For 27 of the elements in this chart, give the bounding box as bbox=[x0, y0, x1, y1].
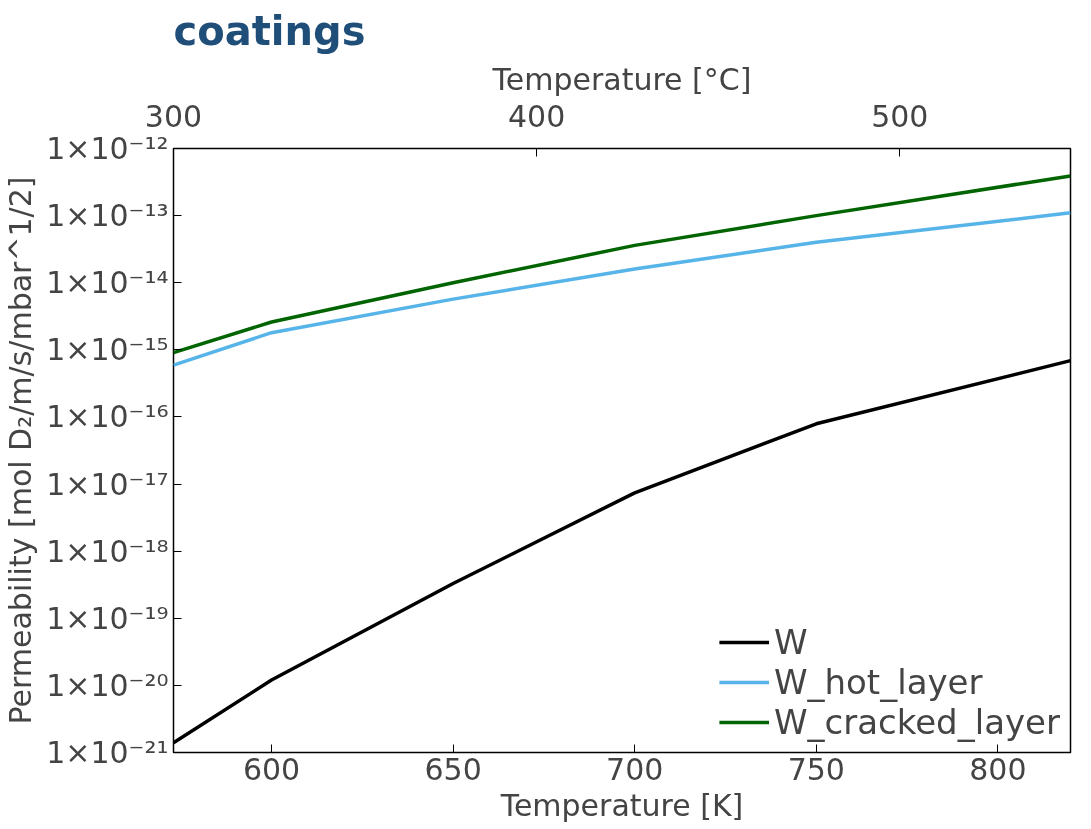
y-tick-label: 1×10⁻¹² bbox=[46, 131, 169, 166]
legend-label: W bbox=[773, 622, 808, 662]
legend-label: W_cracked_layer bbox=[773, 702, 1060, 742]
x-tick-label: 650 bbox=[424, 751, 482, 787]
y-tick-label: 1×10⁻¹³ bbox=[46, 198, 169, 234]
x-tick-label: 750 bbox=[787, 751, 845, 787]
chart-title: coatings bbox=[173, 7, 366, 54]
x-tick-label: 600 bbox=[242, 751, 301, 787]
y-tick-label: 1×10⁻¹⁵ bbox=[46, 332, 169, 368]
x2-tick-label: 300 bbox=[144, 98, 203, 134]
y-tick-label: 1×10⁻²⁰ bbox=[46, 667, 169, 703]
y-tick-label: 1×10⁻¹⁴ bbox=[46, 265, 169, 301]
y-tick-label: 1×10⁻¹⁶ bbox=[46, 399, 169, 435]
x-axis-title: Temperature [K] bbox=[499, 787, 744, 823]
line-series bbox=[173, 174, 1071, 355]
x-tick-label: 700 bbox=[606, 751, 664, 787]
x-tick-label: 800 bbox=[969, 751, 1027, 787]
y-tick-label: 1×10⁻¹⁸ bbox=[46, 533, 169, 569]
x2-axis-title: Temperature [°C] bbox=[491, 61, 752, 97]
x2-tick-label: 500 bbox=[871, 98, 929, 134]
y-axis-title: Permeability [mol D₂/m/s/mbar^1/2] bbox=[3, 176, 39, 725]
x2-tick-label: 400 bbox=[508, 98, 566, 134]
y-tick-label: 1×10⁻¹⁹ bbox=[46, 600, 169, 636]
line-series bbox=[173, 211, 1071, 367]
y-tick-label: 1×10⁻¹⁷ bbox=[46, 466, 169, 502]
y-tick-label: 1×10⁻²¹ bbox=[46, 735, 169, 770]
legend-label: W_hot_layer bbox=[773, 662, 983, 702]
